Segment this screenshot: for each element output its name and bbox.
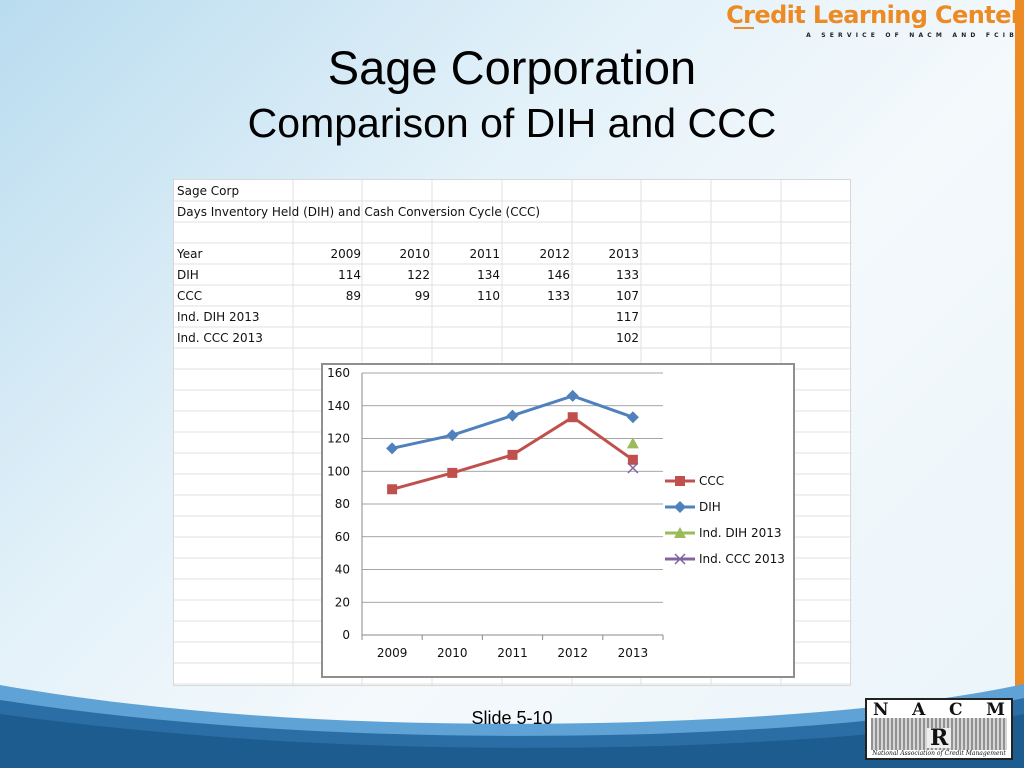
- nacm-letter: A: [912, 700, 926, 720]
- data-point: [566, 389, 579, 402]
- nacm-monogram: R: [927, 727, 952, 749]
- data-point: [567, 412, 578, 423]
- legend-label: Ind. DIH 2013: [699, 526, 782, 540]
- cell-value: 110: [477, 289, 500, 303]
- nacm-letter: M: [986, 700, 1005, 720]
- cell-value: 99: [414, 289, 430, 303]
- data-point: [447, 467, 458, 478]
- cell-value: 122: [407, 268, 430, 282]
- data-point: [446, 429, 459, 442]
- logo-tagline: A SERVICE OF NACM AND FCIB: [806, 32, 1018, 39]
- y-tick-label: 100: [327, 464, 350, 478]
- cell-value: 102: [616, 331, 639, 345]
- y-tick-label: 0: [342, 628, 350, 642]
- data-point: [507, 449, 518, 460]
- credit-learning-center-logo: Credit Learning Center A SERVICE OF NACM…: [724, 0, 1024, 44]
- cell-value: 133: [547, 289, 570, 303]
- x-tick-label: 2010: [437, 646, 468, 660]
- cell-value: 146: [547, 268, 570, 282]
- x-tick-label: 2011: [497, 646, 528, 660]
- nacm-logo: N A C M R National Association of Credit…: [865, 698, 1013, 760]
- y-tick-label: 160: [327, 366, 350, 380]
- y-tick-label: 140: [327, 399, 350, 413]
- cell-value: 134: [477, 268, 500, 282]
- data-point-stroke: [674, 553, 686, 565]
- cell-value: 2012: [539, 247, 570, 261]
- cell-value: 107: [616, 289, 639, 303]
- data-point: [674, 527, 686, 538]
- slide-number: Slide 5-10: [471, 708, 553, 728]
- data-point: [674, 501, 686, 513]
- logo-rule: [734, 27, 754, 29]
- y-tick-label: 40: [335, 563, 350, 577]
- sheet-company-cell: Sage Corp: [177, 184, 240, 198]
- chart-plot: 0 20 40 60 80 100 120 140 160 2009 2010 2011 2012 201…: [327, 366, 785, 660]
- line-chart[interactable]: 0 20 40 60 80 100 120 140 160 2009 2010 2011 2012 201…: [321, 363, 795, 678]
- data-point: [626, 411, 639, 424]
- cell-value: 2009: [330, 247, 361, 261]
- sheet-description-cell: Days Inventory Held (DIH) and Cash Conve…: [177, 205, 541, 219]
- x-tick-label: 2013: [618, 646, 649, 660]
- logo-name: Credit Learning Center: [726, 1, 1022, 29]
- nacm-letters: N A C M: [869, 700, 1009, 720]
- legend-label: Ind. CCC 2013: [699, 552, 785, 566]
- nacm-letter: C: [949, 700, 963, 720]
- legend-label: DIH: [699, 500, 721, 514]
- cell-value: 133: [616, 268, 639, 282]
- data-point: [506, 409, 519, 422]
- data-point: [627, 454, 638, 465]
- slide-title: Sage Corporation: [327, 41, 697, 94]
- nacm-letter: N: [873, 700, 889, 720]
- data-point: [675, 476, 685, 486]
- row-label: Ind. DIH 2013: [177, 310, 260, 324]
- accent-bar: [1015, 0, 1024, 700]
- x-tick-label: 2009: [377, 646, 408, 660]
- footer-wave: [0, 684, 1024, 768]
- row-label: Ind. CCC 2013: [177, 331, 263, 345]
- y-tick-label: 60: [335, 530, 350, 544]
- data-point: [386, 442, 399, 455]
- row-label: Year: [177, 247, 203, 261]
- data-point: [627, 462, 639, 474]
- y-tick-label: 120: [327, 432, 350, 446]
- cell-value: 114: [338, 268, 361, 282]
- data-point: [626, 437, 639, 449]
- row-label: CCC: [177, 289, 203, 303]
- data-point: [674, 553, 686, 565]
- slide-subtitle: Comparison of DIH and CCC: [247, 100, 777, 146]
- row-label: DIH: [177, 268, 199, 282]
- data-point-stroke: [627, 462, 639, 474]
- y-tick-label: 20: [335, 595, 350, 609]
- data-point: [387, 484, 398, 495]
- cell-value: 117: [616, 310, 639, 324]
- nacm-caption: National Association of Credit Managemen…: [872, 750, 1006, 757]
- series-line: [391, 394, 634, 450]
- cell-value: 2010: [399, 247, 430, 261]
- cell-value: 2011: [469, 247, 500, 261]
- cell-value: 89: [345, 289, 361, 303]
- legend-label: CCC: [699, 474, 724, 488]
- cell-value: 2013: [608, 247, 639, 261]
- y-tick-label: 80: [335, 497, 350, 511]
- x-tick-label: 2012: [557, 646, 588, 660]
